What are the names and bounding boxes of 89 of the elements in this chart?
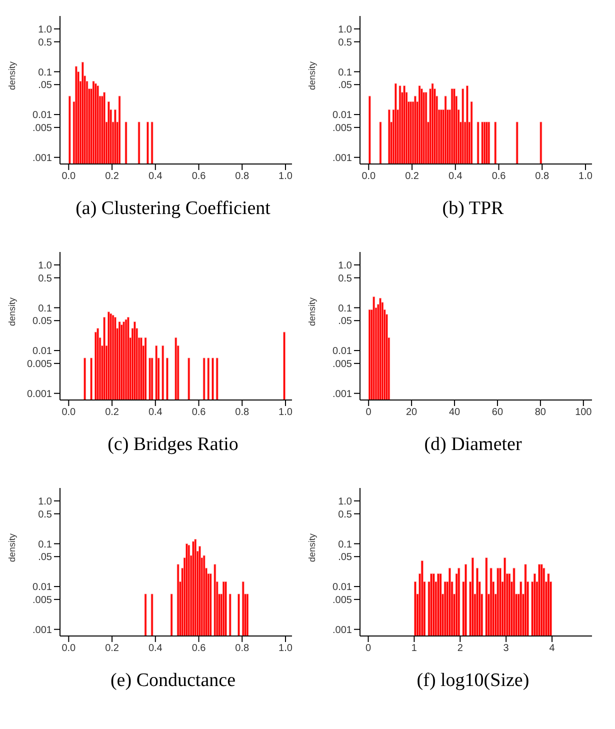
- y-tick-label: .001: [332, 152, 352, 164]
- y-tick-label: .05: [338, 80, 352, 92]
- x-tick-label: 0.8: [235, 407, 250, 418]
- y-tick-label: .001: [32, 152, 52, 164]
- x-tick-label: 4: [549, 643, 556, 654]
- y-tick-label: .005: [332, 358, 352, 370]
- y-tick-label: 0.01: [332, 110, 352, 122]
- y-tick-label: 0.05: [32, 316, 52, 328]
- y-tick-label: 0.1: [38, 539, 52, 550]
- y-tick-label: 0.5: [38, 37, 52, 48]
- y-axis-title: density: [307, 60, 318, 90]
- x-tick-label: 0.2: [105, 407, 120, 418]
- y-tick-label: 0.01: [32, 582, 52, 594]
- y-tick-label: 0.001: [26, 388, 52, 400]
- y-tick-label: 0.5: [38, 509, 52, 520]
- x-tick-label: 0: [365, 643, 372, 654]
- x-tick-label: 0.6: [492, 171, 506, 182]
- x-tick-label: 60: [492, 407, 504, 418]
- y-tick-label: 0.1: [338, 67, 352, 78]
- y-tick-label: 0.01: [32, 346, 52, 358]
- x-tick-label: 0.8: [235, 171, 250, 182]
- y-axis-title: density: [307, 532, 318, 562]
- y-tick-label: 1.0: [338, 24, 352, 36]
- y-axis-title: density: [7, 296, 18, 326]
- y-tick-label: .05: [38, 552, 52, 564]
- y-tick-label: .005: [332, 122, 352, 134]
- x-tick-label: 0.0: [62, 643, 76, 654]
- text: (a) Clustering Coefficient: [74, 198, 272, 220]
- y-tick-label: 0.5: [338, 37, 352, 48]
- x-tick-label: 1: [411, 643, 418, 654]
- x-tick-label: 1.0: [278, 407, 293, 418]
- y-tick-label: .005: [332, 594, 352, 606]
- y-tick-label: 0.5: [38, 273, 52, 284]
- x-tick-label: 0.6: [192, 171, 206, 182]
- x-tick-label: 0: [366, 407, 372, 418]
- x-tick-label: 0.2: [105, 171, 120, 182]
- y-tick-label: 1.0: [338, 260, 352, 272]
- y-tick-label: 0.005: [26, 358, 52, 370]
- x-tick-label: 1.0: [278, 643, 293, 654]
- x-tick-label: 0.8: [535, 171, 550, 182]
- y-tick-label: 0.1: [338, 303, 352, 314]
- x-tick-label: 0.4: [148, 407, 163, 418]
- y-tick-label: .001: [332, 624, 352, 636]
- x-tick-label: 0.6: [192, 643, 206, 654]
- y-tick-label: 0.1: [338, 539, 352, 550]
- x-tick-label: 2: [457, 643, 464, 654]
- y-tick-label: 0.01: [32, 110, 52, 122]
- x-tick-label: 40: [448, 407, 461, 418]
- y-tick-label: 0.01: [332, 346, 352, 358]
- text: (e) Conductance: [109, 670, 237, 692]
- x-tick-label: 0.0: [62, 171, 76, 182]
- text: (b) TPR: [441, 198, 505, 220]
- y-tick-label: 0.1: [38, 303, 52, 314]
- y-tick-label: .001: [332, 388, 352, 400]
- x-tick-label: 1.0: [278, 171, 293, 182]
- x-tick-label: 0.2: [105, 643, 120, 654]
- y-tick-label: 0.01: [332, 582, 352, 594]
- y-tick-label: .05: [338, 552, 352, 564]
- x-tick-label: 20: [406, 407, 418, 418]
- y-tick-label: 0.1: [38, 67, 52, 78]
- y-tick-label: 0.5: [338, 509, 352, 520]
- y-tick-label: .005: [32, 594, 52, 606]
- x-tick-label: 100: [575, 407, 592, 418]
- y-tick-label: .005: [32, 122, 52, 134]
- x-tick-label: 0.4: [148, 171, 163, 182]
- y-axis-title: density: [307, 296, 318, 326]
- y-tick-label: 0.5: [338, 273, 352, 284]
- x-tick-label: 0.0: [362, 171, 376, 182]
- x-tick-label: 1.0: [578, 171, 593, 182]
- y-tick-label: 1.0: [338, 496, 352, 508]
- text: (d) Diameter: [423, 434, 523, 456]
- y-axis-title: density: [7, 532, 18, 562]
- x-tick-label: 80: [534, 407, 546, 418]
- y-axis-title: density: [7, 60, 18, 90]
- y-tick-label: .05: [338, 316, 352, 328]
- x-tick-label: 0.8: [235, 643, 250, 654]
- x-tick-label: 0.6: [192, 407, 206, 418]
- y-tick-label: .001: [32, 624, 52, 636]
- y-tick-label: 1.0: [38, 496, 52, 508]
- x-tick-label: 3: [503, 643, 510, 654]
- x-tick-label: 0.0: [62, 407, 76, 418]
- text: (f) log10(Size): [416, 670, 530, 692]
- y-tick-label: 1.0: [38, 260, 52, 272]
- x-tick-label: 0.4: [148, 643, 163, 654]
- x-tick-label: 0.2: [405, 171, 420, 182]
- y-tick-label: 1.0: [38, 24, 52, 36]
- y-tick-label: .05: [38, 80, 52, 92]
- x-tick-label: 0.4: [448, 171, 463, 182]
- text: (c) Bridges Ratio: [106, 434, 240, 456]
